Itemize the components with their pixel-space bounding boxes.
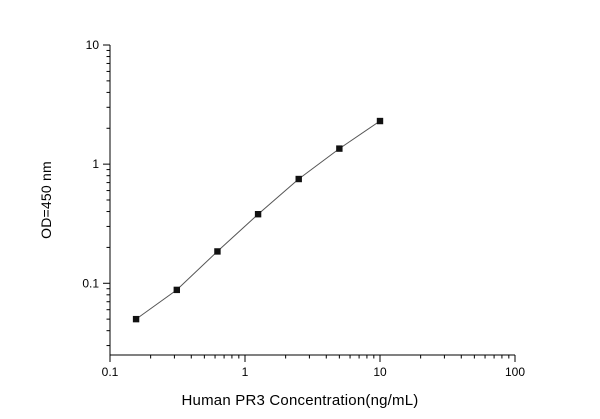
- data-point-marker: [254, 210, 262, 218]
- y-axis-title: OD=450 nm: [38, 161, 54, 239]
- x-tick-label: 10: [373, 365, 387, 379]
- x-tick-label: 0.1: [102, 365, 119, 379]
- data-point-marker: [376, 117, 384, 125]
- y-tick-label: 1: [92, 157, 99, 171]
- x-tick-label: 1: [242, 365, 249, 379]
- data-point-marker: [295, 175, 302, 183]
- y-tick-label: 0.1: [82, 276, 99, 290]
- series-line: [135, 120, 381, 320]
- x-axis-title: Human PR3 Concentration(ng/mL): [181, 392, 419, 409]
- x-tick-label: 100: [505, 365, 525, 379]
- y-tick-label: 10: [86, 38, 100, 52]
- data-point-marker: [132, 315, 140, 323]
- data-point-marker: [214, 248, 221, 255]
- data-point-marker: [336, 145, 343, 152]
- data-point-marker: [173, 286, 181, 294]
